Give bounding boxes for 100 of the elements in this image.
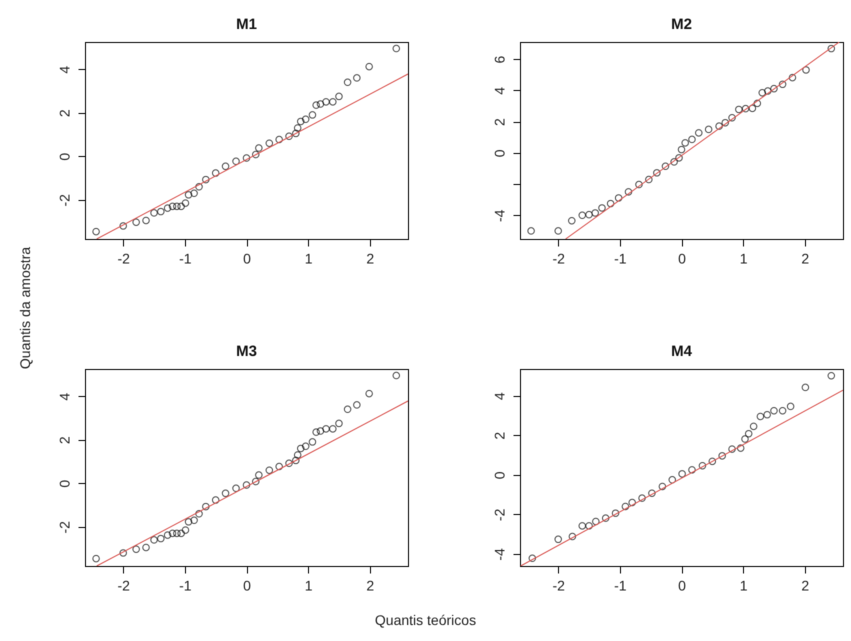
point xyxy=(568,217,576,224)
point xyxy=(316,427,324,435)
point xyxy=(92,554,100,562)
point xyxy=(764,87,772,95)
point xyxy=(763,410,771,418)
point xyxy=(698,462,706,470)
x-tick-label: 1 xyxy=(740,250,748,266)
x-tick-label: -2 xyxy=(552,578,566,594)
point xyxy=(184,518,192,526)
point xyxy=(252,478,260,486)
y-tick-label: -2 xyxy=(56,520,72,534)
point xyxy=(294,124,302,132)
point xyxy=(606,200,614,208)
point xyxy=(622,502,630,510)
point xyxy=(242,481,250,489)
point xyxy=(527,227,535,235)
y-tick-label: 2 xyxy=(492,432,508,440)
point xyxy=(232,158,240,166)
point xyxy=(742,104,750,112)
point xyxy=(678,470,686,478)
point xyxy=(635,180,643,188)
point xyxy=(195,510,203,518)
point xyxy=(252,150,260,158)
point xyxy=(614,194,622,202)
point xyxy=(344,406,352,414)
point xyxy=(718,452,726,460)
point xyxy=(275,462,283,470)
x-tick-label: 2 xyxy=(366,250,374,266)
point xyxy=(184,191,192,199)
chart-title: M4 xyxy=(671,343,693,360)
point xyxy=(638,494,646,502)
point xyxy=(177,530,185,538)
point xyxy=(728,445,736,453)
point xyxy=(322,98,330,106)
y-tick-label: 0 xyxy=(492,149,508,158)
y-tick-label: 4 xyxy=(56,392,72,401)
x-tick-label: 0 xyxy=(678,250,686,266)
point xyxy=(750,422,758,430)
point xyxy=(802,384,810,392)
point xyxy=(802,66,810,74)
x-tick-label: 0 xyxy=(243,250,252,266)
point xyxy=(266,139,274,147)
point xyxy=(728,114,736,122)
point xyxy=(157,534,165,542)
point xyxy=(602,514,610,522)
y-tick-label: 6 xyxy=(492,56,508,64)
x-tick-label: 2 xyxy=(801,250,810,266)
x-axis-title: Quantis teóricos xyxy=(374,612,478,628)
point xyxy=(715,122,723,130)
x-tick-label: 1 xyxy=(304,250,313,266)
point xyxy=(190,190,198,198)
point xyxy=(770,84,778,92)
chart-title: M1 xyxy=(236,16,257,33)
y-tick-label: -4 xyxy=(492,209,508,222)
point xyxy=(255,471,263,479)
point xyxy=(786,402,794,410)
point xyxy=(312,428,320,436)
y-tick-label: 0 xyxy=(492,471,508,480)
y-tick-label: -4 xyxy=(492,548,508,561)
point xyxy=(353,74,361,82)
point xyxy=(788,74,796,82)
point xyxy=(754,100,762,108)
point xyxy=(190,516,198,524)
point xyxy=(365,390,373,398)
y-tick-label: 4 xyxy=(492,392,508,400)
point xyxy=(308,438,316,446)
point xyxy=(554,536,562,544)
point xyxy=(344,78,352,86)
y-tick-label: 2 xyxy=(56,436,72,444)
point xyxy=(335,92,343,100)
point xyxy=(353,401,361,409)
x-tick-label: -1 xyxy=(614,578,627,594)
y-tick-label: 0 xyxy=(56,152,72,161)
point xyxy=(142,544,150,552)
point xyxy=(828,44,836,52)
point xyxy=(285,132,293,140)
point xyxy=(695,129,702,137)
point xyxy=(294,451,302,459)
x-tick-label: 1 xyxy=(740,578,748,594)
point xyxy=(182,199,190,207)
point xyxy=(778,80,786,88)
point xyxy=(735,106,743,114)
point xyxy=(119,549,127,557)
point xyxy=(275,136,283,144)
x-tick-label: 0 xyxy=(243,578,252,594)
x-tick-label: -2 xyxy=(117,250,130,266)
point xyxy=(681,139,689,147)
point xyxy=(744,430,752,438)
y-axis-title: Quantis da amostra xyxy=(17,246,33,372)
point xyxy=(202,502,210,510)
point xyxy=(554,227,562,235)
point xyxy=(624,188,632,196)
point xyxy=(164,204,172,212)
y-tick-label: 2 xyxy=(56,109,72,118)
point xyxy=(142,216,150,224)
point xyxy=(242,154,250,162)
point xyxy=(302,442,310,450)
point xyxy=(578,522,586,530)
point xyxy=(202,176,210,184)
point xyxy=(688,466,696,474)
